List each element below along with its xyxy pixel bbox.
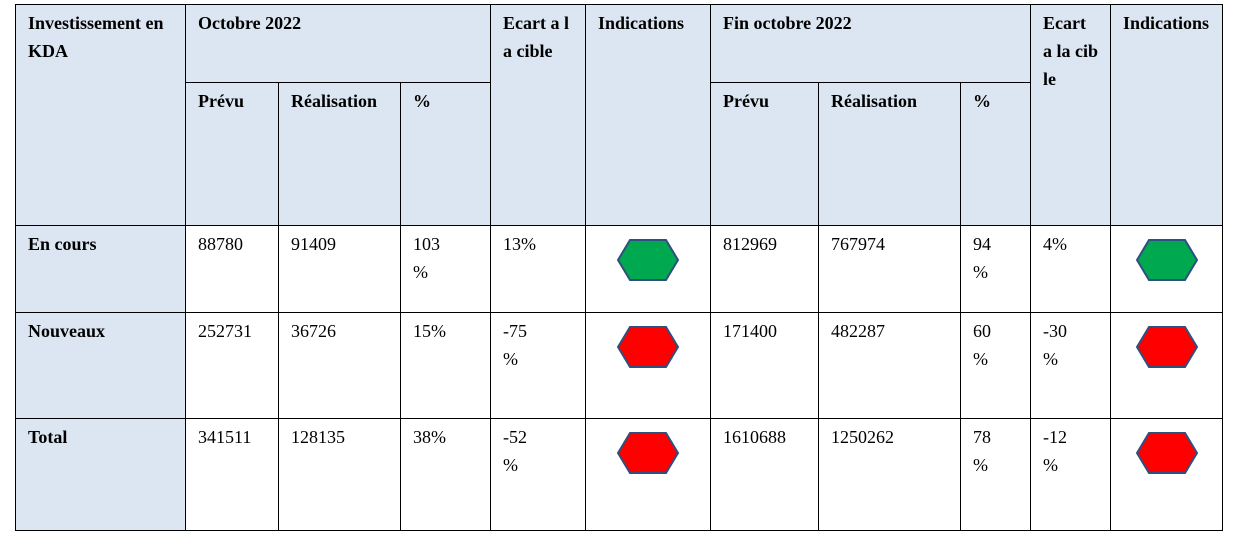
indicator-hexagon [616, 326, 680, 368]
indicator [1135, 432, 1198, 474]
value-cell: 78 % [960, 418, 1031, 531]
value-cell: 103 % [400, 225, 491, 313]
indicator-cell [585, 225, 711, 313]
gap-cell: -30 % [1030, 312, 1111, 419]
data-row: Total 341511 128135 38% -52 % 1610688 1250262 7… [15, 418, 1223, 531]
header-cell: Ecart a la cible [1030, 4, 1111, 226]
indicator-hexagon [1135, 239, 1198, 281]
gap-cell: 13% [490, 225, 586, 313]
gap-cell: -12 % [1030, 418, 1111, 531]
indicator [616, 432, 680, 474]
column-header: % [960, 82, 1031, 226]
value-cell: 767974 [818, 225, 961, 313]
value-cell: 252731 [185, 312, 279, 419]
value-cell: 38% [400, 418, 491, 531]
gap-cell: -75 % [490, 312, 586, 419]
data-row: En cours 88780 91409 103 % 13% 812969 767974 94… [15, 225, 1223, 313]
column-header: Prévu [710, 82, 819, 226]
value-cell: 88780 [185, 225, 279, 313]
column-header: Réalisation [818, 82, 961, 226]
header-row: Prévu Réalisation% Prévu Réalisation% [16, 82, 1223, 226]
value-cell: 482287 [818, 312, 961, 419]
column-header: % [400, 82, 491, 226]
value-cell: 1250262 [818, 418, 961, 531]
header-cell: Indications [1110, 4, 1223, 226]
value-cell: 128135 [278, 418, 401, 531]
indicator [616, 326, 680, 368]
indicator-cell [1110, 225, 1223, 313]
indicator-hexagon [1135, 432, 1198, 474]
header-cell: Indications [585, 4, 711, 226]
value-cell: 94 % [960, 225, 1031, 313]
value-cell: 1610688 [710, 418, 819, 531]
indicator-hexagon [616, 239, 680, 281]
gap-cell: -52 % [490, 418, 586, 531]
indicator-hexagon [1135, 326, 1198, 368]
value-cell: 36726 [278, 312, 401, 419]
group-title: Fin octobre 2022 [710, 4, 1031, 83]
value-cell: 15% [400, 312, 491, 419]
indicator-cell [1110, 312, 1223, 419]
value-cell: 812969 [710, 225, 819, 313]
indicator-hexagon [616, 432, 680, 474]
column-header: Prévu [185, 82, 279, 226]
indicator-cell [1110, 418, 1223, 531]
header-row: Investissement en KDA Octobre 2022 Ecart a… [15, 4, 1223, 226]
indicator [1135, 239, 1198, 281]
value-cell: 171400 [710, 312, 819, 419]
row-label: Nouveaux [15, 312, 186, 419]
indicator [1135, 326, 1198, 368]
indicator [616, 239, 680, 281]
value-cell: 341511 [185, 418, 279, 531]
row-label: Total [15, 418, 186, 531]
value-cell: 60 % [960, 312, 1031, 419]
indicator-cell [585, 312, 711, 419]
header-cell: Investissement en KDA [15, 4, 186, 226]
value-cell: 91409 [278, 225, 401, 313]
header-cell: Ecart a la cible [490, 4, 586, 226]
gap-cell: 4% [1030, 225, 1111, 313]
investment-table: Investissement en KDA Octobre 2022 Ecart a… [15, 4, 1223, 531]
row-label: En cours [15, 225, 186, 313]
group-title: Octobre 2022 [185, 4, 491, 83]
data-row: Nouveaux 252731 36726 15% -75 % 171400 482287 6… [15, 312, 1223, 419]
column-header: Réalisation [278, 82, 401, 226]
indicator-cell [585, 418, 711, 531]
